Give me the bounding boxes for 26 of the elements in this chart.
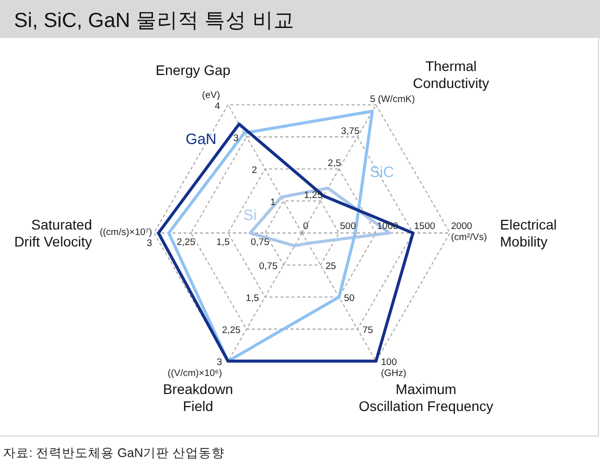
annotation: 2,25 — [222, 325, 240, 336]
title: Si, SiC, GaN 물리적 특성 비교 — [14, 9, 294, 32]
annotation: 0,75 — [250, 237, 270, 248]
annotation: 0,75 — [259, 261, 278, 272]
annotation: 1,5 — [246, 293, 259, 304]
annotation: 75 — [362, 325, 374, 336]
annotation: 1500 — [414, 221, 436, 232]
annotation: 1 — [270, 197, 276, 208]
annotation: 3,75 — [341, 126, 360, 137]
annotation: 500 — [340, 221, 356, 232]
annotation: 2 — [252, 164, 257, 176]
annotation: 50 — [344, 293, 355, 304]
annotation: 1000 — [377, 221, 398, 232]
annotation: 1,25 — [304, 190, 322, 201]
annotation: 0 — [303, 221, 308, 232]
annotation: (eV) 4 — [202, 90, 220, 112]
annotation: 2,5 — [328, 158, 341, 169]
annotation: 100 (GHz) — [381, 357, 406, 380]
annotation: 5 (W/cmK) — [370, 94, 415, 105]
annotation: 3 — [233, 132, 238, 144]
annotation: 2000 (cm²/Vs) — [451, 221, 487, 243]
annotation: 25 — [326, 261, 336, 272]
annotation: 3 ((V/cm)×10⁶) — [168, 357, 222, 380]
annotation: 1,5 — [216, 237, 230, 248]
annotation: 2,25 — [176, 237, 196, 248]
annotation: ((cm/s)×10⁷) 3 — [100, 227, 152, 249]
